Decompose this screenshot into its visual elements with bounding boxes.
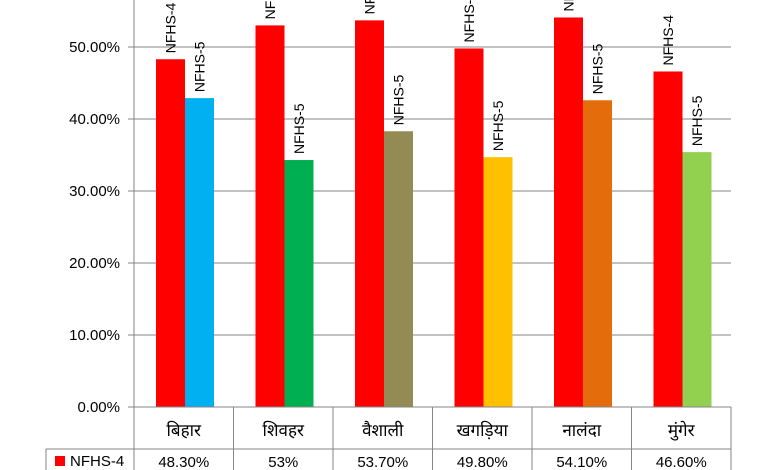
y-tick-label: 40.00% — [69, 111, 120, 128]
table-cell: 48.30% — [158, 454, 209, 470]
y-tick-label: 0.00% — [77, 399, 120, 416]
bar-series-label: NFHS-4 — [362, 0, 378, 14]
bar-nfhs-4 — [355, 20, 384, 408]
category-label: बिहार — [167, 420, 203, 441]
bar-series-label: NFHS-4 — [163, 2, 179, 53]
legend-label: NFHS-4 — [70, 453, 124, 470]
bar-nfhs-5 — [583, 100, 612, 407]
bar-nfhs-4 — [454, 48, 484, 407]
bar-nfhs-4 — [653, 71, 683, 407]
bar-nfhs-4 — [554, 17, 583, 407]
bar-labels: NFHS-4 NFHS-5 NFHS-4 NFHS-5 NFHS-4 NFHS-5 NFHS… — [163, 0, 706, 154]
bar-nfhs-5 — [483, 157, 513, 407]
bar-series-label: NFHS-5 — [590, 44, 606, 95]
category-label: वैशाली — [362, 420, 404, 441]
data-table: बिहार शिवहर वैशाली खगड़िया नालंदा मुंगेर NFHS-… — [45, 406, 732, 470]
table-cell: 46.60% — [656, 454, 707, 470]
bar-series-label: NFHS-4 — [461, 0, 477, 42]
y-tick-label: 50.00% — [69, 39, 120, 56]
bar-nfhs-4 — [156, 59, 185, 408]
gridlines — [134, 46, 731, 408]
bar-nfhs-5 — [384, 131, 413, 408]
legend-key — [55, 456, 65, 466]
bar-nfhs-5 — [284, 160, 314, 407]
bar-series-label: NFHS-5 — [689, 95, 705, 146]
table-cell: 54.10% — [556, 454, 607, 470]
bar-nfhs-4 — [255, 25, 285, 408]
bar-series-label: NFHS-5 — [391, 74, 407, 125]
bar-nfhs-5 — [682, 152, 712, 407]
table-cell: 53% — [268, 454, 298, 470]
y-tick-label: 20.00% — [69, 255, 120, 272]
y-tick-label: 10.00% — [69, 327, 120, 344]
bar-nfhs-5 — [185, 98, 214, 408]
table-cell: 53.70% — [357, 454, 408, 470]
table-cell: 49.80% — [457, 454, 508, 470]
category-label: खगड़िया — [457, 420, 509, 441]
bar-series-label: NFHS-4 — [262, 0, 278, 19]
y-tick-label: 30.00% — [69, 183, 120, 200]
category-label: मुंगेर — [668, 420, 696, 441]
category-label: शिवहर — [263, 420, 305, 441]
bar-series-label: NFHS-4 — [660, 15, 676, 66]
bar-series-label: NFHS-5 — [192, 41, 208, 92]
bar-series-label: NFHS-4 — [561, 0, 577, 11]
category-label: नालंदा — [562, 421, 601, 441]
bar-series-label: NFHS-5 — [490, 100, 506, 151]
bars — [156, 17, 712, 408]
bar-series-label: NFHS-5 — [291, 103, 307, 154]
y-axis: 0.00% 10.00% 20.00% 30.00% 40.00% 50.00% — [69, 0, 135, 416]
